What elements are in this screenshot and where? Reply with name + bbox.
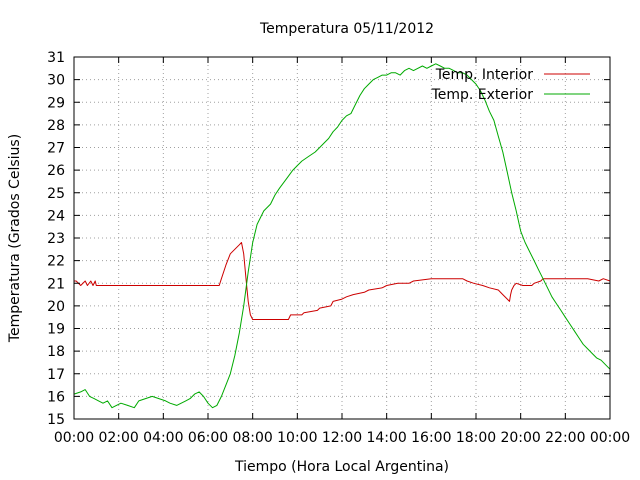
- x-tick-label: 10:00: [277, 430, 317, 446]
- y-tick-label: 18: [47, 344, 65, 360]
- y-tick-label: 20: [47, 299, 65, 315]
- y-tick-label: 17: [47, 367, 65, 383]
- y-tick-label: 26: [47, 163, 65, 179]
- x-tick-label: 22:00: [545, 430, 585, 446]
- x-tick-label: 00:00: [590, 430, 630, 446]
- y-tick-label: 25: [47, 186, 65, 202]
- grid: [74, 57, 610, 419]
- y-tick-label: 15: [47, 412, 65, 428]
- y-tick-label: 29: [47, 95, 65, 111]
- y-tick-label: 28: [47, 118, 65, 134]
- y-tick-label: 23: [47, 231, 65, 247]
- x-tick-label: 12:00: [322, 430, 362, 446]
- series-lines: [73, 63, 611, 409]
- legend-label-interior: Temp. Interior: [435, 67, 534, 83]
- x-tick-label: 00:00: [54, 430, 94, 446]
- y-tick-label: 21: [47, 276, 65, 292]
- y-tick-label: 22: [47, 254, 65, 270]
- x-tick-label: 20:00: [500, 430, 540, 446]
- x-tick-label: 06:00: [188, 430, 228, 446]
- y-axis-label: Temperatura (Grados Celsius): [7, 134, 23, 343]
- legend: Temp. Interior Temp. Exterior: [431, 67, 590, 103]
- x-tick-label: 14:00: [366, 430, 406, 446]
- x-tick-label: 02:00: [98, 430, 138, 446]
- x-axis-label: Tiempo (Hora Local Argentina): [234, 459, 449, 475]
- y-tick-label: 16: [47, 389, 65, 405]
- series-line-exterior: [73, 63, 611, 409]
- x-tick-label: 18:00: [456, 430, 496, 446]
- y-tick-label: 19: [47, 322, 65, 338]
- y-tick-label: 31: [47, 50, 65, 66]
- x-tick-label: 04:00: [143, 430, 183, 446]
- series-line-interior: [74, 242, 611, 320]
- x-tick-label: 08:00: [232, 430, 272, 446]
- y-tick-label: 24: [47, 208, 65, 224]
- y-tick-label: 30: [47, 73, 65, 89]
- legend-label-exterior: Temp. Exterior: [431, 87, 534, 103]
- axis-ticks: 00:00 02:00 04:00 06:00 08:00 10:00 12:00 14:00…: [47, 50, 630, 446]
- chart-title: Temperatura 05/11/2012: [259, 21, 434, 37]
- y-tick-label: 27: [47, 141, 65, 157]
- x-tick-label: 16:00: [411, 430, 451, 446]
